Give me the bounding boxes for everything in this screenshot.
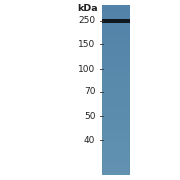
- Bar: [102, 113, 130, 115]
- Bar: [102, 126, 130, 128]
- Text: 250: 250: [78, 16, 95, 25]
- Bar: [102, 160, 130, 162]
- Bar: [102, 105, 130, 107]
- Bar: [102, 41, 130, 43]
- Bar: [102, 31, 130, 33]
- Bar: [102, 24, 130, 26]
- Bar: [102, 141, 130, 143]
- Bar: [102, 164, 130, 166]
- Bar: [102, 10, 130, 12]
- Bar: [102, 67, 130, 69]
- Text: 100: 100: [78, 65, 95, 74]
- Bar: [102, 136, 130, 139]
- Bar: [102, 115, 130, 118]
- Bar: [102, 109, 130, 111]
- Bar: [102, 77, 130, 79]
- Bar: [102, 153, 130, 156]
- Bar: [102, 46, 130, 48]
- Bar: [102, 62, 130, 65]
- Bar: [102, 132, 130, 134]
- Text: kDa: kDa: [77, 4, 98, 13]
- Bar: [102, 48, 130, 50]
- Bar: [102, 166, 130, 168]
- Bar: [102, 16, 130, 18]
- Bar: [102, 162, 130, 164]
- Bar: [102, 98, 130, 101]
- Bar: [102, 29, 130, 31]
- Bar: [102, 118, 130, 120]
- Bar: [102, 84, 130, 86]
- Bar: [102, 122, 130, 124]
- Text: 40: 40: [84, 136, 95, 145]
- Bar: [102, 75, 130, 77]
- Bar: [102, 94, 130, 96]
- Bar: [102, 111, 130, 113]
- Bar: [102, 90, 130, 92]
- Bar: [102, 86, 130, 88]
- Bar: [102, 54, 130, 56]
- Bar: [102, 120, 130, 122]
- Bar: [102, 56, 130, 58]
- Bar: [102, 60, 130, 62]
- Bar: [102, 39, 130, 41]
- Bar: [102, 35, 130, 37]
- Bar: [102, 58, 130, 60]
- Bar: [102, 128, 130, 130]
- Bar: [102, 73, 130, 75]
- Bar: [102, 103, 130, 105]
- Bar: [102, 143, 130, 145]
- Bar: [102, 139, 130, 141]
- Bar: [102, 71, 130, 73]
- Bar: [102, 170, 130, 172]
- Bar: [102, 69, 130, 71]
- Bar: [102, 5, 130, 8]
- Bar: [102, 130, 130, 132]
- Bar: [102, 96, 130, 98]
- Bar: [102, 147, 130, 149]
- Bar: [102, 12, 130, 14]
- Text: 70: 70: [84, 87, 95, 96]
- Bar: [102, 52, 130, 54]
- Bar: [102, 33, 130, 35]
- Bar: [102, 168, 130, 170]
- Bar: [102, 92, 130, 94]
- Bar: [102, 134, 130, 136]
- Bar: [102, 50, 130, 52]
- Bar: [102, 8, 130, 10]
- Bar: [102, 65, 130, 67]
- Bar: [102, 107, 130, 109]
- Bar: [102, 158, 130, 160]
- Bar: [102, 26, 130, 29]
- Bar: [102, 101, 130, 103]
- Bar: [102, 88, 130, 90]
- Bar: [102, 172, 130, 175]
- Bar: [102, 18, 130, 20]
- Bar: [102, 149, 130, 151]
- Bar: [102, 22, 130, 24]
- Bar: [102, 156, 130, 158]
- Bar: [102, 37, 130, 39]
- Bar: [102, 151, 130, 153]
- Text: 50: 50: [84, 112, 95, 121]
- Bar: [102, 124, 130, 126]
- Bar: [102, 82, 130, 84]
- Bar: [102, 14, 130, 16]
- Bar: [102, 20, 130, 22]
- Bar: [102, 79, 130, 82]
- Bar: [102, 145, 130, 147]
- Bar: [102, 43, 130, 46]
- Text: 150: 150: [78, 40, 95, 49]
- Bar: [102, 19, 130, 23]
